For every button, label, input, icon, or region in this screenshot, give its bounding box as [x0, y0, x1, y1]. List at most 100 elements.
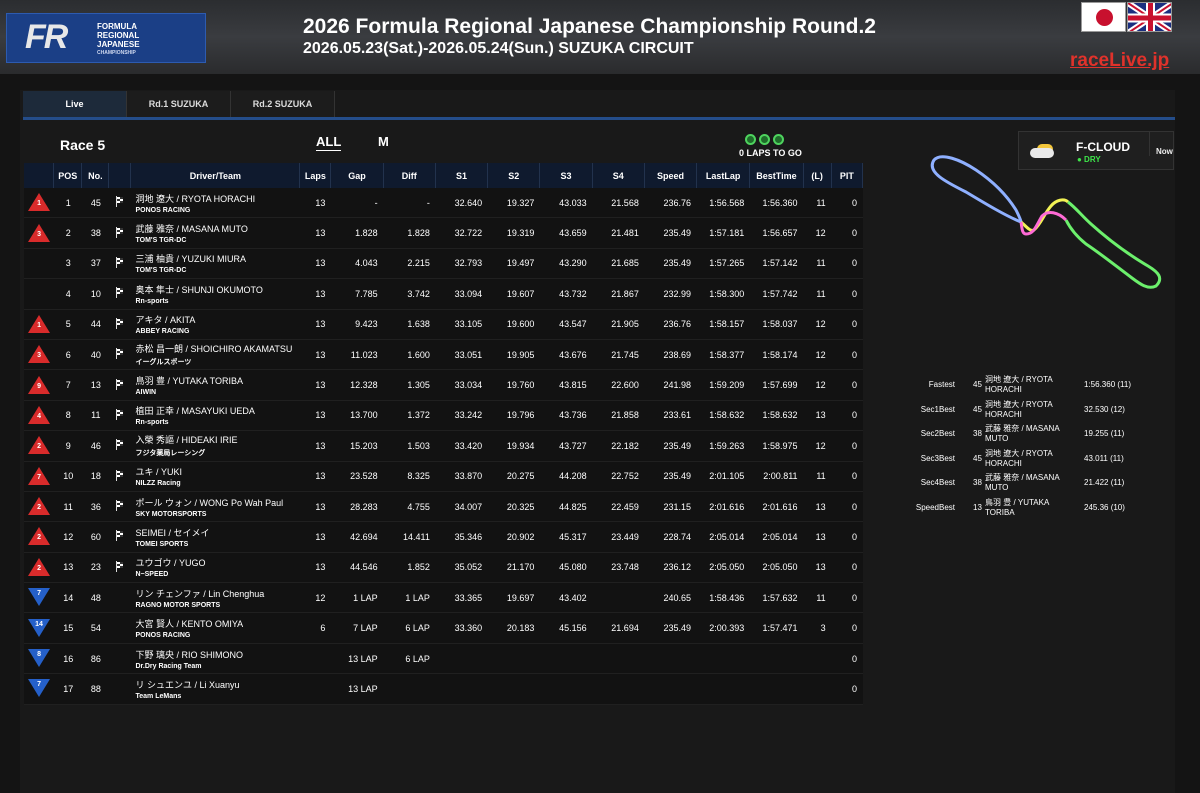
- position: 11: [54, 492, 83, 523]
- table-row[interactable]: 7 17 88 リ シュエンユ / Li Xuanyu Team LeMans 13 LA…: [24, 674, 863, 705]
- table-row[interactable]: 9 7 13 鳥羽 豊 / YUTAKA TORIBA AIWIN 13 12.328 1.3…: [24, 370, 863, 401]
- table-row[interactable]: 3 2 38 武藤 雅奈 / MASANA MUTO TOM'S TGR-DC 13 1.8…: [24, 218, 863, 249]
- weather-box: F-CLOUD ● DRY Now: [1018, 131, 1174, 170]
- tab-bar: Live Rd.1 SUZUKA Rd.2 SUZUKA: [23, 91, 335, 117]
- checkered-flag-icon: [109, 188, 132, 219]
- best-value: 32.530 (12): [1084, 404, 1125, 414]
- table-row[interactable]: 7 10 18 ユキ / YUKI NILZZ Racing 13 23.528 8.325 3…: [24, 461, 863, 492]
- checkered-flag-icon: [109, 583, 132, 614]
- table-row[interactable]: 2 13 23 ユウゴウ / YUGO N−SPEED 13 44.546 1.852 35.0…: [24, 552, 863, 584]
- cell-s3: 43.815: [540, 370, 593, 401]
- position: 7: [54, 370, 83, 401]
- table-row[interactable]: 1 1 45 洞地 遼大 / RYOTA HORACHI PONOS RACING 13-…: [24, 188, 863, 219]
- tab-live[interactable]: Live: [23, 91, 127, 117]
- gain-arrow-icon: 3: [28, 345, 51, 364]
- position-change-value: 2: [37, 443, 42, 451]
- racelive-logo[interactable]: raceLive.jp: [1070, 50, 1170, 71]
- event-dates-venue: 2026.05.23(Sat.)-2026.05.24(Sun.) SUZUKA…: [303, 40, 694, 57]
- table-row[interactable]: 3 37 三浦 柚貴 / YUZUKI MIURA TOM'S TGR-DC 13 4.0…: [24, 248, 863, 280]
- cell-laps: 13: [300, 340, 332, 371]
- table-row[interactable]: 1 5 44 アキタ / AKITA ABBEY RACING 13 9.423 1.638 3…: [24, 309, 863, 340]
- track-sector-2: [1020, 198, 1070, 232]
- table-row[interactable]: 7 14 48 リン チェンファ / Lin Chenghua RAGNO MOTOR …: [24, 583, 863, 614]
- cell-s4: 23.748: [592, 553, 645, 584]
- driver-name: 洞地 遼大 / RYOTA HORACHI: [135, 193, 256, 204]
- table-row[interactable]: 4 10 奥本 隼士 / SHUNJI OKUMOTO Rn-sports 13 7.78…: [24, 279, 863, 310]
- cell-pit: 0: [831, 218, 863, 249]
- cell-laps: 13: [300, 188, 332, 219]
- cell-speed: 233.61: [644, 401, 698, 432]
- checkered-flag-icon: [109, 674, 132, 705]
- cell-last: 1:59.263: [697, 431, 751, 462]
- team-name: TOM'S TGR-DC: [135, 267, 187, 275]
- partly-cloudy-icon: [1027, 142, 1057, 160]
- table-row[interactable]: 2 12 60 SEIMEI / セイメイ TOMEI SPORTS 13 42.694 14…: [24, 522, 863, 553]
- jp-flag-icon[interactable]: [1081, 2, 1126, 32]
- column-header-speed-col: Speed: [644, 163, 698, 188]
- cell-s1: 33.242: [435, 401, 489, 432]
- cell-last: 2:01.105: [697, 462, 751, 492]
- cell-laps: 13: [300, 522, 332, 553]
- cell-speed: 241.98: [644, 370, 698, 401]
- table-row[interactable]: 2 11 36 ポール ウォン / WONG Po Wah Paul SKY MOTOR…: [24, 491, 863, 523]
- cell-pit: 0: [831, 674, 863, 705]
- best-driver: 武藤 雅奈 / MASANA MUTO: [985, 473, 1060, 492]
- cell-gap: 13 LAP: [331, 644, 384, 675]
- position: 9: [54, 431, 83, 462]
- cell-s2: 20.275: [488, 462, 541, 492]
- cell-s2: 19.607: [488, 279, 541, 310]
- driver-team: 入榮 秀謳 / HIDEAKI IRIE フジタ薬局レーシング: [131, 431, 301, 462]
- cell-l: 13: [803, 401, 832, 432]
- cell-pit: 0: [831, 310, 863, 340]
- uk-flag-icon[interactable]: [1127, 2, 1172, 32]
- tab-rd2-suzuka[interactable]: Rd.2 SUZUKA: [231, 91, 335, 117]
- fr-logo[interactable]: FR FORMULA REGIONAL JAPANESE CHAMPIONSHI…: [6, 13, 206, 63]
- cell-s1: 35.346: [435, 522, 489, 553]
- position: 2: [54, 218, 83, 249]
- cell-speed: 228.74: [644, 522, 698, 553]
- cell-s1: 32.640: [435, 188, 489, 219]
- table-row[interactable]: 3 6 40 赤松 昌一朗 / SHOICHIRO AKAMATSU イーグルスポーツ 1…: [24, 339, 863, 371]
- cell-s4: 21.867: [592, 279, 645, 310]
- table-row[interactable]: 4 8 11 植田 正幸 / MASAYUKI UEDA Rn-sports 13 13.7…: [24, 400, 863, 432]
- cell-laps: 13: [300, 370, 332, 401]
- cell-l: 11: [803, 583, 832, 614]
- car-number: 37: [82, 249, 110, 280]
- driver-name: 赤松 昌一朗 / SHOICHIRO AKAMATSU: [135, 344, 293, 355]
- tab-rd1-suzuka[interactable]: Rd.1 SUZUKA: [127, 91, 231, 117]
- cell-s2: 19.796: [488, 401, 541, 432]
- checkered-flag-icon: [109, 644, 132, 675]
- table-row[interactable]: 14 15 54 大宮 賢人 / KENTO OMIYA PONOS RACING 6 7 …: [24, 613, 863, 644]
- best-record-row: SpeedBest 13 鳥羽 豊 / YUTAKA TORIBA 245.36 (1…: [900, 498, 1150, 523]
- driver-team: 赤松 昌一朗 / SHOICHIRO AKAMATSU イーグルスポーツ: [131, 340, 301, 371]
- cell-l: 13: [803, 553, 832, 584]
- best-driver: 洞地 遼大 / RYOTA HORACHI: [985, 399, 1053, 419]
- best-record-row: Fastest 45 洞地 遼大 / RYOTA HORACHI 1:56.360 (…: [900, 375, 1150, 400]
- top-header: FR FORMULA REGIONAL JAPANESE CHAMPIONSHI…: [0, 0, 1200, 74]
- team-name: PONOS RACING: [135, 632, 191, 640]
- cell-last: 1:56.568: [697, 188, 751, 219]
- position-change: [24, 279, 55, 310]
- cell-best: 2:05.050: [750, 553, 804, 584]
- position-change: 7: [24, 674, 55, 705]
- cell-best: 2:01.616: [750, 492, 804, 523]
- table-row[interactable]: 2 9 46 入榮 秀謳 / HIDEAKI IRIE フジタ薬局レーシング 13 15.2…: [24, 431, 863, 462]
- position-change-value: 2: [37, 504, 42, 512]
- cell-best: 1:57.742: [750, 279, 804, 310]
- column-header-pit-col: PIT: [831, 163, 863, 188]
- position-change: 7: [24, 462, 55, 492]
- cell-l: 11: [803, 279, 832, 310]
- column-header-diff-col: Diff: [383, 163, 436, 188]
- filter-all[interactable]: ALL: [316, 134, 342, 151]
- cell-speed: 232.99: [644, 279, 698, 310]
- filter-m[interactable]: M: [378, 134, 389, 149]
- table-row[interactable]: 8 16 86 下野 璃央 / RIO SHIMONO Dr.Dry Racing Te…: [24, 643, 863, 675]
- team-name: AIWIN: [135, 389, 157, 397]
- column-header-s3-col: S3: [540, 163, 593, 188]
- cell-diff: 1.503: [383, 431, 436, 462]
- cell-l: [803, 644, 832, 675]
- cell-pit: 0: [831, 613, 863, 644]
- results-table: POS No. Driver/Team Laps Gap Diff S1 S2 S3 S4 Spee…: [24, 163, 863, 705]
- cell-s2: 19.697: [488, 583, 541, 614]
- best-record-row: Sec4Best 38 武藤 雅奈 / MASANA MUTO 21.422 (11): [900, 473, 1150, 498]
